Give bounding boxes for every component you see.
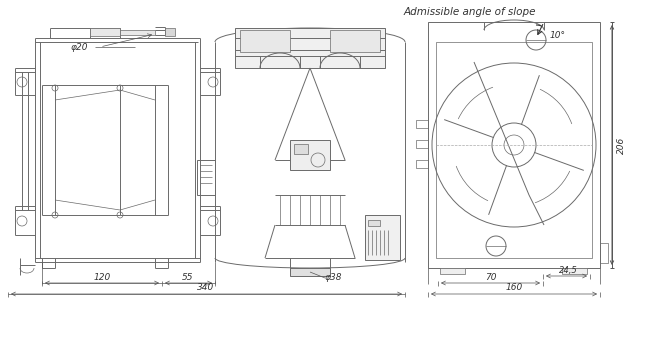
Bar xyxy=(416,120,428,128)
Text: 340: 340 xyxy=(198,284,214,293)
Bar xyxy=(120,30,155,35)
Text: φ38: φ38 xyxy=(324,273,342,283)
Text: 160: 160 xyxy=(506,284,523,293)
Text: φ20: φ20 xyxy=(70,43,88,51)
Bar xyxy=(165,28,175,36)
Bar xyxy=(428,22,600,268)
Bar xyxy=(440,268,465,274)
Bar xyxy=(562,268,587,274)
Text: 55: 55 xyxy=(182,272,194,282)
Text: 120: 120 xyxy=(94,272,111,282)
Bar xyxy=(294,144,308,154)
Bar xyxy=(416,140,428,148)
Bar xyxy=(330,30,380,52)
Bar xyxy=(90,28,120,36)
Bar xyxy=(436,42,592,258)
Text: 24,5: 24,5 xyxy=(559,265,578,274)
Text: 10°: 10° xyxy=(550,32,566,40)
Bar xyxy=(240,30,290,52)
Text: 206: 206 xyxy=(616,137,625,154)
Bar xyxy=(365,215,400,260)
Bar xyxy=(290,140,330,170)
Bar xyxy=(235,28,385,68)
Text: Admissible angle of slope: Admissible angle of slope xyxy=(404,7,536,17)
Text: 70: 70 xyxy=(485,272,496,282)
Bar xyxy=(197,160,215,195)
Bar xyxy=(600,243,608,263)
Bar xyxy=(368,220,380,226)
Bar xyxy=(290,268,330,276)
Bar xyxy=(416,160,428,168)
